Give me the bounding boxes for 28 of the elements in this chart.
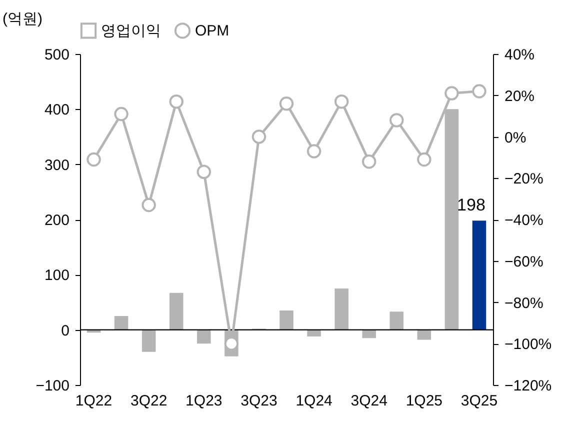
y-tick-label: 500 — [44, 46, 70, 64]
legend-label: OPM — [195, 22, 230, 40]
y-axis-title: (억원) — [2, 10, 42, 28]
x-tick-label: 1Q24 — [296, 392, 332, 410]
y-tick-label: 0 — [61, 322, 70, 340]
y2-tick-label: 0% — [504, 129, 526, 146]
legend-label: 영업이익 — [101, 22, 161, 40]
data-label: 198 — [457, 196, 486, 215]
y2-tick-label: 20% — [504, 88, 535, 105]
y-tick-label: 100 — [44, 267, 70, 284]
x-tick-label: 3Q23 — [240, 392, 278, 410]
y-tick-label: 200 — [44, 212, 70, 229]
y2-tick-label: 40% — [504, 46, 535, 64]
x-tick-label: 3Q25 — [460, 392, 498, 410]
x-tick-label: 1Q23 — [186, 392, 222, 410]
y2-tick-label: −80% — [504, 294, 544, 312]
y2-tick-label: −40% — [504, 212, 544, 229]
y2-tick-label: −20% — [504, 170, 544, 188]
x-tick-label: 1Q22 — [75, 392, 112, 410]
x-tick-label: 1Q25 — [406, 392, 443, 410]
y2-tick-label: −100% — [504, 336, 552, 354]
y2-tick-label: −120% — [504, 378, 552, 394]
x-tick-label: 3Q24 — [350, 392, 388, 410]
x-tick-label: 3Q22 — [130, 392, 168, 410]
y2-tick-label: −60% — [504, 253, 544, 270]
y-tick-label: −100 — [36, 378, 70, 394]
y-tick-label: 300 — [44, 156, 70, 174]
y-tick-label: 400 — [44, 102, 70, 119]
